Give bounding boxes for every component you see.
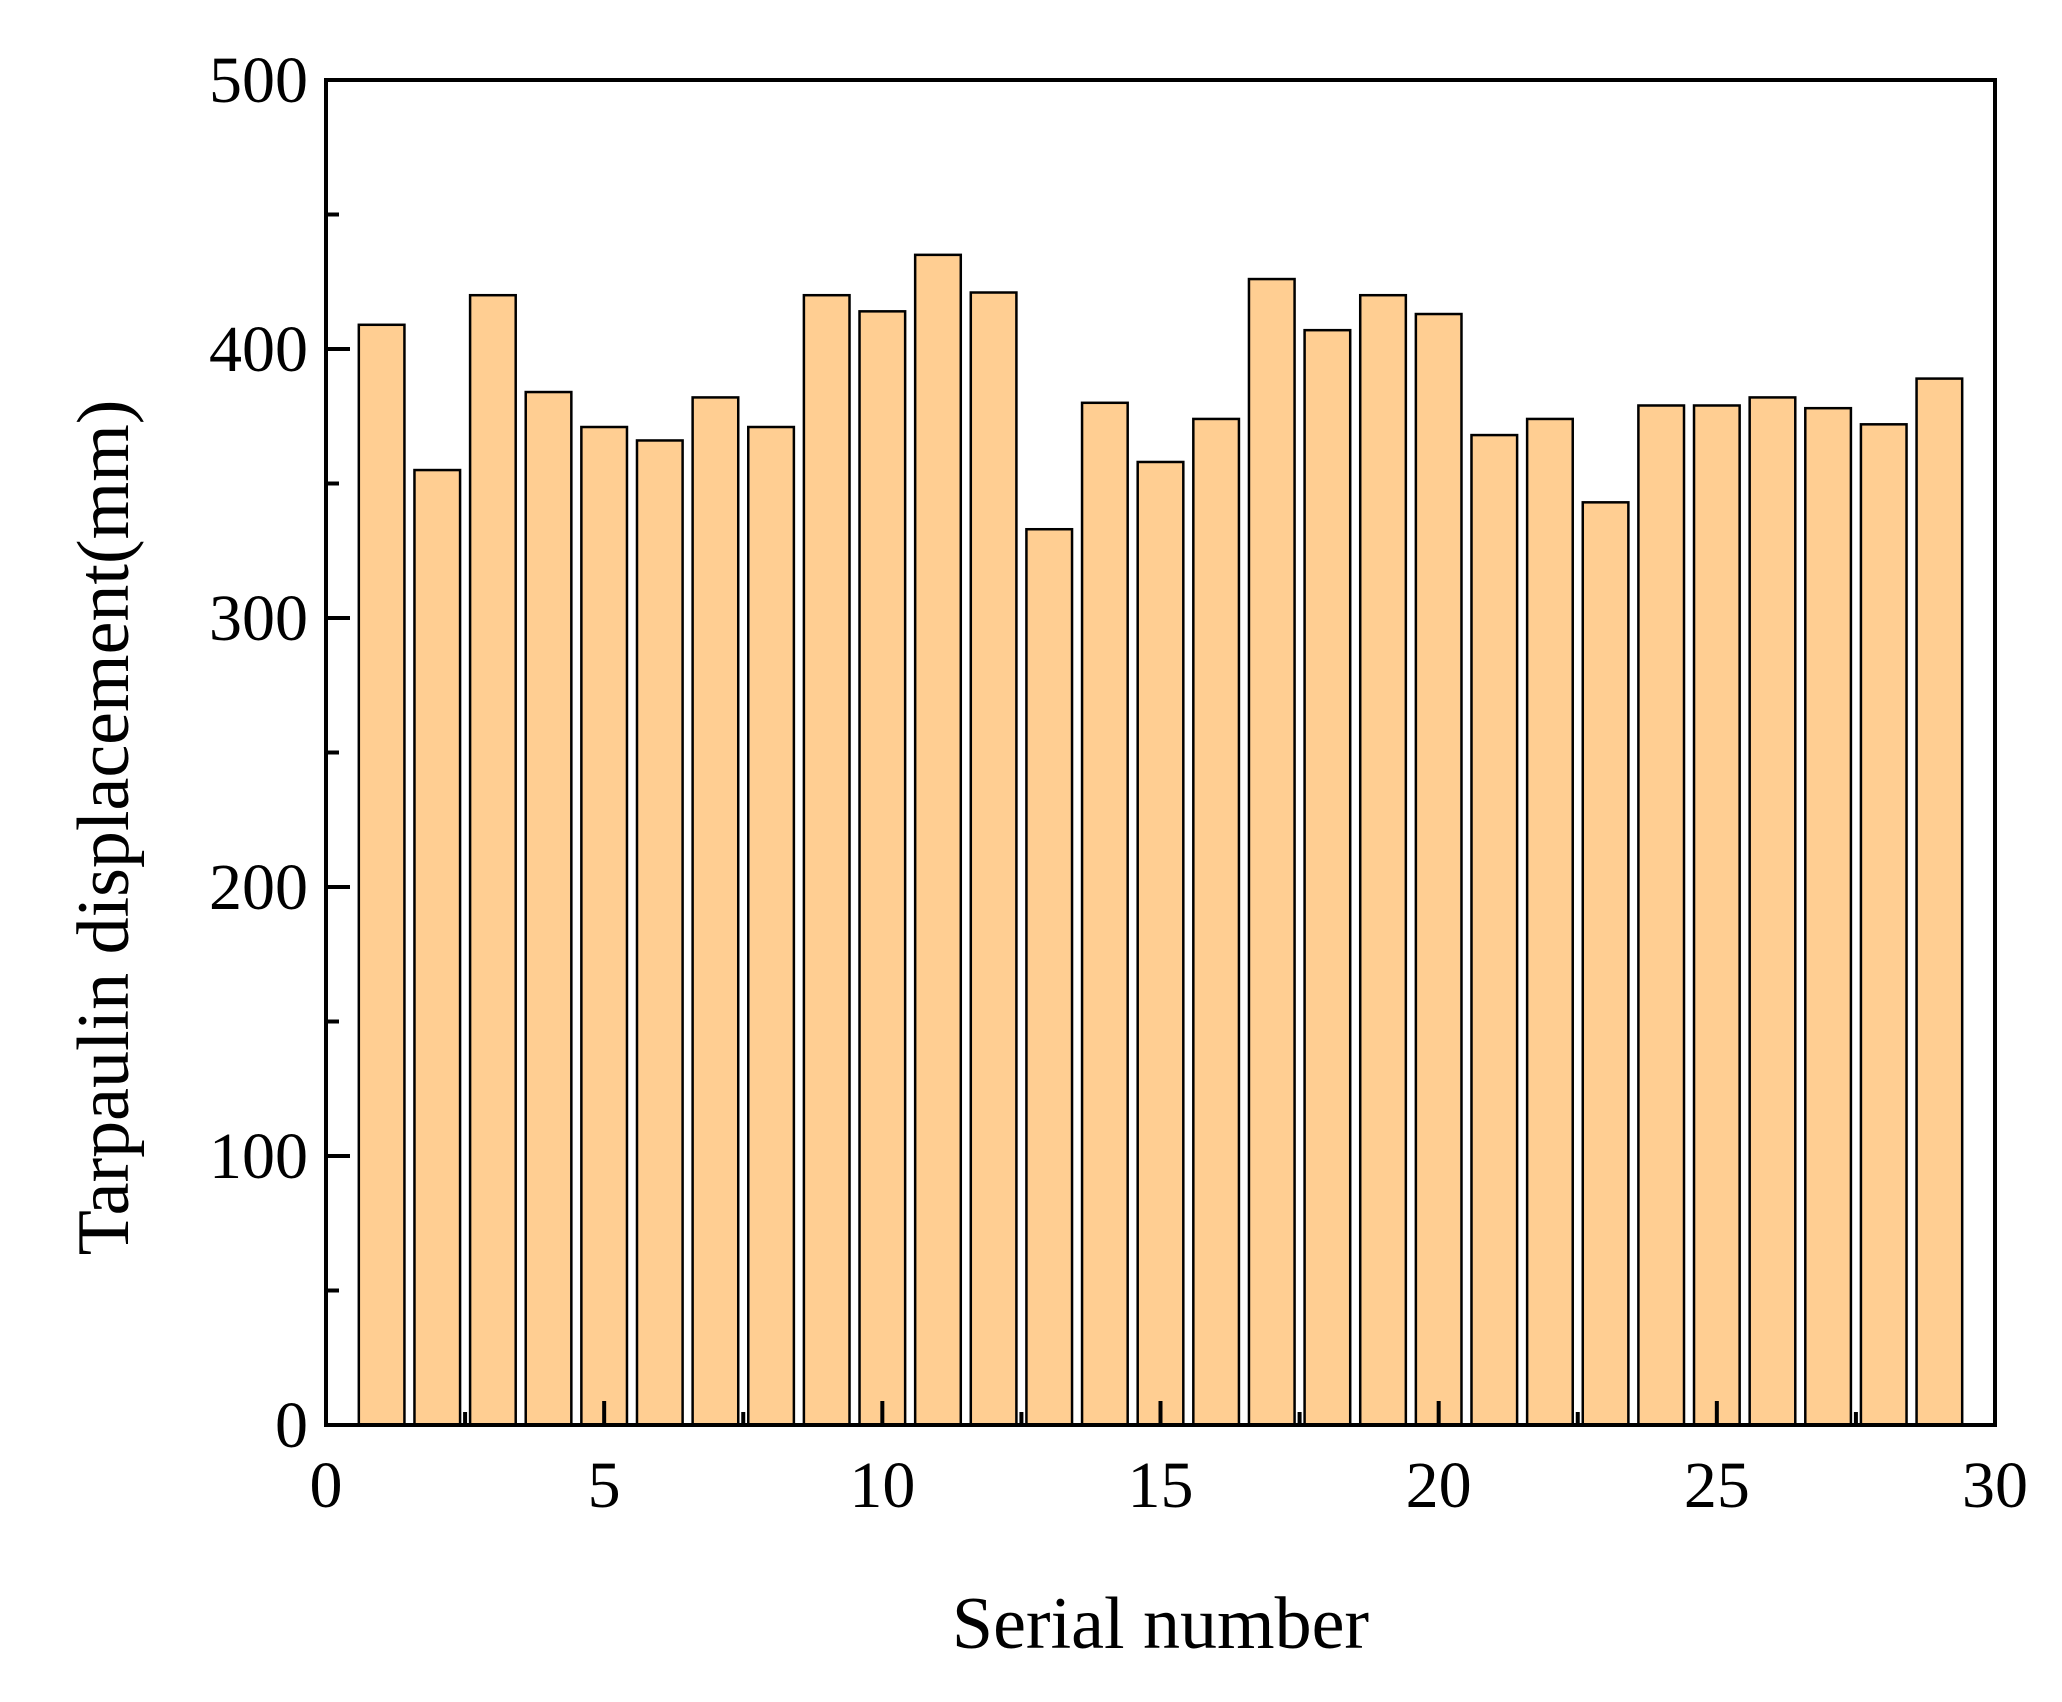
y-tick-label-100: 100 — [209, 1120, 308, 1193]
bar-21 — [1470, 433, 1519, 1427]
bar-8 — [747, 425, 796, 1427]
bar-27 — [1804, 406, 1853, 1427]
x-tick-label-0: 0 — [310, 1449, 343, 1522]
bar-1 — [357, 323, 406, 1427]
y-tick-label-500: 500 — [209, 44, 308, 117]
bar-29 — [1915, 377, 1964, 1427]
bar-3 — [468, 293, 517, 1427]
bar-19 — [1358, 293, 1408, 1427]
bar-10 — [858, 310, 907, 1427]
y-tick-label-0: 0 — [275, 1389, 308, 1462]
bar-11 — [913, 253, 963, 1427]
y-tick-label-400: 400 — [209, 313, 308, 386]
bars-layer — [357, 253, 1964, 1427]
bar-14 — [1080, 401, 1129, 1427]
x-tick-label-20: 20 — [1406, 1449, 1472, 1522]
x-tick-label-25: 25 — [1684, 1449, 1750, 1522]
y-tick-label-300: 300 — [209, 582, 308, 655]
bar-15 — [1136, 460, 1185, 1427]
y-tick-label-200: 200 — [209, 851, 308, 924]
bar-25 — [1692, 404, 1741, 1427]
bar-2 — [413, 468, 462, 1427]
bar-5 — [580, 425, 629, 1427]
x-tick-label-10: 10 — [849, 1449, 915, 1522]
bar-28 — [1859, 423, 1908, 1427]
bar-23 — [1581, 501, 1630, 1427]
x-tick-label-30: 30 — [1962, 1449, 2028, 1522]
bar-6 — [635, 439, 684, 1427]
bar-22 — [1525, 417, 1574, 1427]
bar-20 — [1414, 312, 1463, 1427]
bar-17 — [1247, 277, 1296, 1427]
x-axis-title: Serial number — [952, 1583, 1369, 1665]
bar-26 — [1748, 396, 1797, 1427]
y-axis-title: Tarpaulin displacement(mm) — [63, 400, 145, 1256]
bar-9 — [802, 293, 851, 1427]
bar-12 — [969, 291, 1018, 1427]
bar-4 — [524, 390, 573, 1427]
bar-16 — [1192, 417, 1241, 1427]
x-tick-label-15: 15 — [1128, 1449, 1194, 1522]
bar-13 — [1025, 527, 1074, 1427]
bar-24 — [1637, 404, 1686, 1427]
bar-18 — [1303, 328, 1352, 1427]
x-tick-label-5: 5 — [588, 1449, 621, 1522]
bar-7 — [691, 396, 740, 1427]
ticks-layer — [324, 78, 1997, 1427]
